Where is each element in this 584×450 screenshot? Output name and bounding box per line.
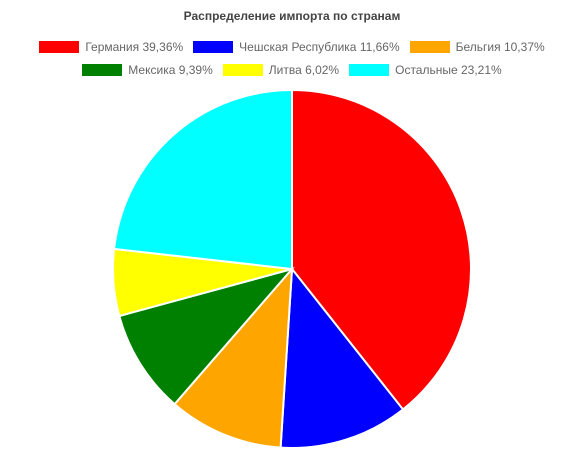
legend-row-2: Мексика 9,39% Литва 6,02% Остальные 23,2… bbox=[0, 61, 584, 79]
legend-swatch-belgium bbox=[409, 41, 450, 53]
legend-swatch-lithuania bbox=[222, 64, 263, 76]
legend-row-1: Германия 39,36% Чешская Республика 11,66… bbox=[0, 38, 584, 56]
legend-label-lithuania: Литва 6,02% bbox=[268, 63, 340, 77]
pie-slice-belgium[interactable] bbox=[173, 266, 294, 449]
legend-swatch-germany bbox=[39, 41, 80, 53]
legend-label-belgium: Бельгия 10,37% bbox=[455, 40, 545, 54]
legend-label-czech-republic: Чешская Республика 11,66% bbox=[239, 40, 400, 54]
legend-item-others[interactable]: Остальные 23,21% bbox=[349, 63, 502, 77]
pie-slice-mexico[interactable] bbox=[118, 267, 295, 406]
legend-item-germany[interactable]: Германия 39,36% bbox=[39, 40, 183, 54]
legend-label-others: Остальные 23,21% bbox=[395, 63, 502, 77]
legend-swatch-czech-republic bbox=[193, 41, 234, 53]
legend-item-mexico[interactable]: Мексика 9,39% bbox=[82, 63, 213, 77]
legend-label-germany: Германия 39,36% bbox=[85, 40, 184, 54]
chart-title: Распределение импорта по странам bbox=[183, 9, 401, 23]
legend-label-mexico: Мексика 9,39% bbox=[128, 63, 213, 77]
pie-slice-czech-republic[interactable] bbox=[279, 266, 405, 450]
legend-swatch-mexico bbox=[82, 64, 123, 76]
legend-swatch-others bbox=[349, 64, 390, 76]
legend-item-lithuania[interactable]: Литва 6,02% bbox=[222, 63, 340, 77]
pie-slice-others[interactable] bbox=[113, 88, 293, 271]
legend-item-belgium[interactable]: Бельгия 10,37% bbox=[409, 40, 545, 54]
legend: Германия 39,36% Чешская Республика 11,66… bbox=[0, 38, 584, 84]
legend-item-czech-republic[interactable]: Чешская Республика 11,66% bbox=[193, 40, 400, 54]
pie-slice-germany[interactable] bbox=[291, 88, 472, 411]
